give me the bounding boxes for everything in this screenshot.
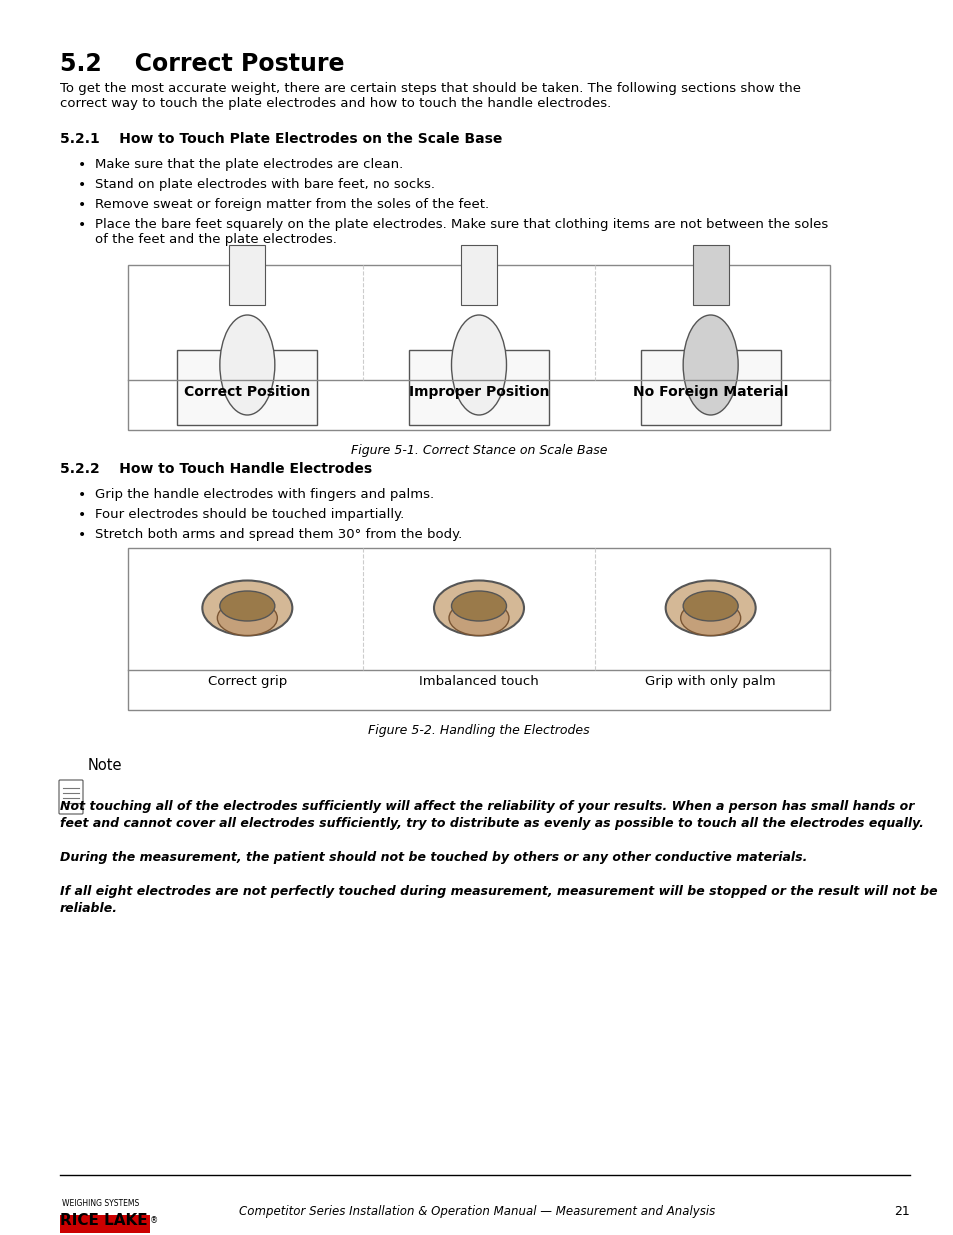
Text: Stretch both arms and spread them 30° from the body.: Stretch both arms and spread them 30° fr… bbox=[95, 529, 462, 541]
Text: feet and cannot cover all electrodes sufficiently, try to distribute as evenly a: feet and cannot cover all electrodes suf… bbox=[60, 818, 923, 830]
Text: Place the bare feet squarely on the plate electrodes. Make sure that clothing it: Place the bare feet squarely on the plat… bbox=[95, 219, 827, 246]
Text: Competitor Series Installation & Operation Manual — Measurement and Analysis: Competitor Series Installation & Operati… bbox=[238, 1205, 715, 1218]
Text: No Foreign Material: No Foreign Material bbox=[632, 385, 787, 399]
Text: •: • bbox=[78, 178, 86, 191]
Text: Four electrodes should be touched impartially.: Four electrodes should be touched impart… bbox=[95, 508, 404, 521]
Ellipse shape bbox=[449, 600, 509, 636]
Text: •: • bbox=[78, 219, 86, 232]
Ellipse shape bbox=[434, 580, 523, 636]
Text: Grip the handle electrodes with fingers and palms.: Grip the handle electrodes with fingers … bbox=[95, 488, 434, 501]
Text: reliable.: reliable. bbox=[60, 902, 118, 915]
Ellipse shape bbox=[202, 580, 292, 636]
Text: ®: ® bbox=[150, 1216, 158, 1225]
Text: Imbalanced touch: Imbalanced touch bbox=[418, 676, 538, 688]
Text: 5.2.1    How to Touch Plate Electrodes on the Scale Base: 5.2.1 How to Touch Plate Electrodes on t… bbox=[60, 132, 502, 146]
Text: If all eight electrodes are not perfectly touched during measurement, measuremen: If all eight electrodes are not perfectl… bbox=[60, 885, 937, 898]
Text: 21: 21 bbox=[893, 1205, 909, 1218]
Text: 5.2    Correct Posture: 5.2 Correct Posture bbox=[60, 52, 344, 77]
Text: During the measurement, the patient should not be touched by others or any other: During the measurement, the patient shou… bbox=[60, 851, 806, 864]
Bar bbox=[177, 350, 317, 425]
Text: To get the most accurate weight, there are certain steps that should be taken. T: To get the most accurate weight, there a… bbox=[60, 82, 801, 110]
Ellipse shape bbox=[665, 580, 755, 636]
Text: Improper Position: Improper Position bbox=[408, 385, 549, 399]
Text: 5.2.2    How to Touch Handle Electrodes: 5.2.2 How to Touch Handle Electrodes bbox=[60, 462, 372, 475]
Bar bbox=[128, 266, 829, 430]
Bar bbox=[692, 245, 728, 305]
Text: Remove sweat or foreign matter from the soles of the feet.: Remove sweat or foreign matter from the … bbox=[95, 198, 489, 211]
Text: Correct grip: Correct grip bbox=[208, 676, 287, 688]
Text: Make sure that the plate electrodes are clean.: Make sure that the plate electrodes are … bbox=[95, 158, 403, 170]
Bar bbox=[640, 350, 780, 425]
Text: Not touching all of the electrodes sufficiently will affect the reliability of y: Not touching all of the electrodes suffi… bbox=[60, 800, 913, 813]
Text: Figure 5-1. Correct Stance on Scale Base: Figure 5-1. Correct Stance on Scale Base bbox=[351, 445, 607, 457]
Bar bbox=[128, 548, 829, 710]
Text: Stand on plate electrodes with bare feet, no socks.: Stand on plate electrodes with bare feet… bbox=[95, 178, 435, 191]
Text: •: • bbox=[78, 198, 86, 212]
Text: Grip with only palm: Grip with only palm bbox=[644, 676, 775, 688]
Bar bbox=[409, 350, 548, 425]
Text: •: • bbox=[78, 529, 86, 542]
Ellipse shape bbox=[219, 592, 274, 621]
Text: Figure 5-2. Handling the Electrodes: Figure 5-2. Handling the Electrodes bbox=[368, 724, 589, 737]
Bar bbox=[460, 245, 497, 305]
Text: Correct Position: Correct Position bbox=[184, 385, 311, 399]
Text: WEIGHING SYSTEMS: WEIGHING SYSTEMS bbox=[62, 1199, 139, 1208]
Text: •: • bbox=[78, 158, 86, 172]
Ellipse shape bbox=[219, 315, 274, 415]
Ellipse shape bbox=[451, 592, 506, 621]
Text: •: • bbox=[78, 508, 86, 522]
Ellipse shape bbox=[217, 600, 277, 636]
Bar bbox=[60, 1215, 150, 1233]
Ellipse shape bbox=[679, 600, 740, 636]
Ellipse shape bbox=[682, 315, 738, 415]
Text: Note: Note bbox=[88, 758, 122, 773]
FancyBboxPatch shape bbox=[59, 781, 83, 814]
Ellipse shape bbox=[451, 315, 506, 415]
Ellipse shape bbox=[682, 592, 738, 621]
Text: RICE LAKE: RICE LAKE bbox=[60, 1213, 148, 1228]
Text: •: • bbox=[78, 488, 86, 501]
Bar bbox=[229, 245, 265, 305]
